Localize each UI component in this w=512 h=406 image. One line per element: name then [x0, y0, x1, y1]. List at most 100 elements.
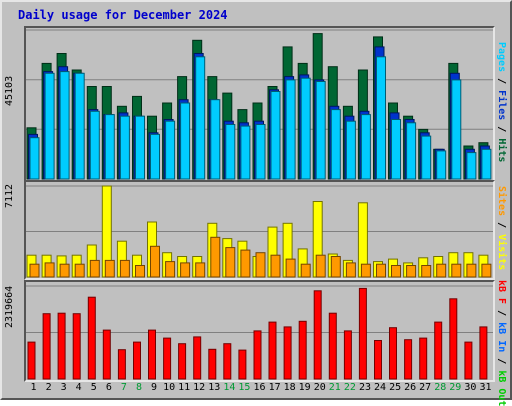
sites-visits-legend: Sites / Visits — [493, 180, 507, 276]
kb-chart — [26, 285, 493, 380]
bottom-legend-part: kB In — [496, 322, 507, 353]
bar-sites-day-14 — [225, 247, 236, 278]
bar-sites-day-17 — [270, 254, 281, 278]
bar-kb-f-day-3 — [57, 312, 66, 380]
bar-pages-day-26 — [406, 122, 417, 180]
bar-sites-day-1 — [29, 263, 40, 278]
middle-legend-part: / — [496, 215, 507, 235]
bar-sites-day-7 — [119, 259, 130, 278]
bar-kb-f-day-12 — [193, 336, 202, 380]
bar-pages-day-21 — [330, 109, 341, 180]
bar-sites-day-2 — [44, 262, 55, 278]
bar-pages-day-23 — [360, 114, 371, 180]
day-label-26: 26 — [404, 382, 417, 393]
bar-sites-day-31 — [481, 263, 492, 278]
top-legend-part: Hits — [496, 138, 507, 163]
day-label-7: 7 — [120, 382, 127, 393]
bottom-legend-part: kB F — [496, 280, 507, 305]
kb-panel: 2319664 — [4, 280, 495, 382]
bar-kb-f-day-31 — [479, 326, 488, 380]
day-label-17: 17 — [268, 382, 281, 393]
bar-kb-f-day-30 — [464, 341, 473, 380]
day-label-22: 22 — [343, 382, 356, 393]
bar-pages-day-14 — [225, 124, 236, 180]
bar-kb-f-day-14 — [223, 343, 232, 380]
bar-sites-day-28 — [436, 263, 447, 278]
day-label-12: 12 — [193, 382, 206, 393]
bar-kb-f-day-13 — [208, 348, 217, 380]
bar-pages-day-10 — [165, 120, 176, 180]
day-label-5: 5 — [90, 382, 97, 393]
bar-kb-f-day-23 — [358, 287, 367, 380]
bar-sites-day-10 — [165, 261, 176, 278]
bar-pages-day-2 — [44, 72, 55, 180]
bar-pages-day-15 — [240, 125, 251, 180]
bar-pages-day-30 — [466, 152, 477, 180]
bar-pages-day-18 — [285, 79, 296, 180]
bar-kb-f-day-22 — [343, 330, 352, 380]
bar-pages-day-25 — [391, 119, 401, 180]
bar-pages-day-16 — [255, 124, 266, 180]
bar-kb-f-day-27 — [419, 337, 428, 380]
day-label-19: 19 — [298, 382, 311, 393]
visits-ymax-label-box: 7112 — [4, 182, 20, 278]
bar-sites-day-23 — [360, 263, 371, 278]
bar-sites-day-4 — [74, 263, 85, 278]
bar-sites-day-11 — [180, 262, 191, 278]
bar-sites-day-26 — [406, 265, 417, 278]
bar-kb-f-day-1 — [27, 341, 36, 380]
bar-pages-day-4 — [74, 72, 85, 180]
chart-title: Daily usage for December 2024 — [18, 8, 228, 22]
bar-pages-day-20 — [315, 81, 326, 180]
hits-files-pages-chart — [26, 29, 493, 180]
bar-pages-day-24 — [376, 56, 386, 180]
hits-ymax-label: 45103 — [4, 75, 15, 106]
top-legend-part: Files — [496, 89, 507, 121]
bar-kb-f-day-16 — [253, 330, 262, 380]
bar-sites-day-22 — [345, 262, 356, 278]
bar-kb-f-day-11 — [178, 343, 187, 380]
middle-legend-part: Sites — [496, 185, 507, 216]
bar-sites-day-16 — [255, 252, 266, 278]
bar-pages-day-3 — [59, 71, 70, 180]
bottom-legend-part: / — [496, 304, 507, 323]
bar-sites-day-18 — [285, 258, 296, 278]
day-label-1: 1 — [30, 382, 37, 393]
bar-sites-day-12 — [195, 262, 206, 278]
bar-sites-day-30 — [466, 263, 477, 278]
bar-kb-f-day-10 — [163, 337, 172, 380]
bar-kb-f-day-17 — [268, 321, 277, 380]
bar-kb-f-day-2 — [42, 313, 51, 380]
bar-pages-day-19 — [300, 77, 311, 180]
bar-kb-f-day-4 — [72, 313, 81, 380]
bar-sites-day-15 — [240, 249, 251, 278]
day-label-28: 28 — [434, 382, 447, 393]
day-label-6: 6 — [105, 382, 112, 393]
bar-sites-day-8 — [135, 265, 145, 278]
bar-sites-day-24 — [376, 263, 386, 278]
kb-ymax-label: 2319664 — [4, 285, 15, 328]
bottom-legend-part: / — [496, 352, 507, 371]
bar-kb-f-day-28 — [434, 321, 443, 380]
day-label-21: 21 — [328, 382, 341, 393]
bar-sites-day-25 — [391, 265, 401, 278]
bar-sites-day-9 — [150, 245, 160, 278]
bar-pages-day-28 — [436, 150, 447, 180]
day-label-24: 24 — [373, 382, 387, 393]
day-label-18: 18 — [283, 382, 296, 393]
bar-kb-f-day-25 — [389, 327, 397, 380]
day-label-2: 2 — [45, 382, 52, 393]
bar-pages-day-5 — [89, 110, 100, 180]
day-label-30: 30 — [464, 382, 477, 393]
bar-kb-f-day-9 — [148, 329, 156, 380]
bar-kb-f-day-20 — [313, 290, 322, 380]
bar-kb-f-day-8 — [133, 341, 141, 380]
pages-files-hits-legend: Pages / Files / Hits — [493, 28, 507, 176]
day-label-8: 8 — [135, 382, 143, 393]
top-legend-part: / — [496, 71, 507, 90]
day-label-4: 4 — [75, 382, 82, 393]
day-label-15: 15 — [238, 382, 251, 393]
bar-pages-day-29 — [451, 79, 462, 180]
bar-sites-day-27 — [421, 265, 432, 278]
bar-kb-f-day-26 — [404, 339, 413, 380]
